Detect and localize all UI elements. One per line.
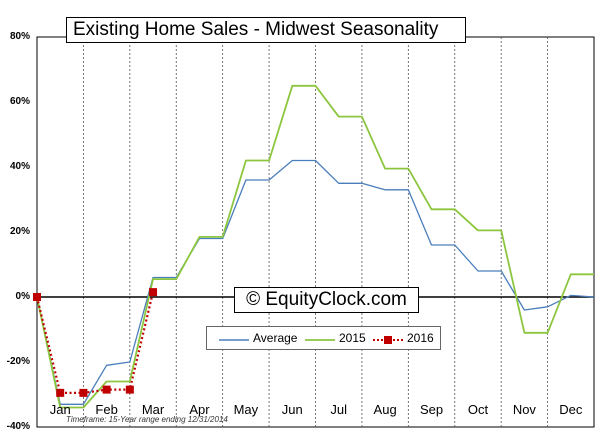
x-tick-label: Oct (467, 402, 489, 417)
series-2016-point (125, 385, 134, 394)
y-tick-label: -40% (6, 421, 30, 432)
x-tick-label: Jul (330, 402, 348, 417)
series-2016-point (102, 385, 111, 394)
y-tick-label: 40% (9, 161, 30, 172)
legend-label-2015: 2015 (339, 331, 366, 345)
x-tick-label: Feb (95, 402, 118, 417)
watermark: © EquityClock.com (234, 287, 419, 313)
legend-label-average: Average (253, 331, 298, 345)
legend-swatch-average (219, 339, 249, 341)
legend-swatch-2015 (305, 339, 335, 341)
y-tick-label: 80% (9, 31, 30, 42)
x-tick-label: Jun (281, 402, 303, 417)
x-tick-label: Sep (419, 402, 444, 417)
series-2016-point (33, 293, 41, 301)
x-tick-label: Jan (49, 402, 71, 417)
legend: Average 2015 2016 (206, 326, 441, 350)
legend-swatch-2016 (373, 336, 403, 344)
series-2016-point (149, 288, 158, 297)
y-tick-label: -20% (6, 356, 30, 367)
series-2016-point (79, 388, 88, 397)
plot-area (36, 36, 595, 428)
x-tick-label: Aug (373, 402, 397, 417)
x-tick-label: Apr (189, 402, 210, 417)
x-tick-label: Nov (512, 402, 536, 417)
y-tick-label: 0% (15, 291, 30, 302)
series-2015-line (36, 84, 594, 409)
series-2016-point (56, 388, 65, 397)
legend-label-2016: 2016 (407, 331, 434, 345)
y-tick-label: 60% (9, 96, 30, 107)
x-tick-label: Mar (141, 402, 165, 417)
series-average-line (36, 159, 595, 405)
series-2016-line (35, 291, 155, 394)
y-tick-label: 20% (9, 226, 30, 237)
chart-title: Existing Home Sales - Midwest Seasonalit… (66, 17, 466, 43)
x-tick-label: May (233, 402, 259, 417)
x-tick-label: Dec (559, 402, 583, 417)
timeframe-note: Timeframe: 15-Year range ending 12/31/20… (66, 415, 228, 424)
